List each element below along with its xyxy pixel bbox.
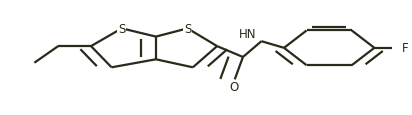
Text: O: O <box>229 81 239 94</box>
Text: S: S <box>118 23 126 36</box>
Text: HN: HN <box>239 28 257 41</box>
Text: S: S <box>184 23 191 36</box>
Text: F: F <box>401 42 408 55</box>
